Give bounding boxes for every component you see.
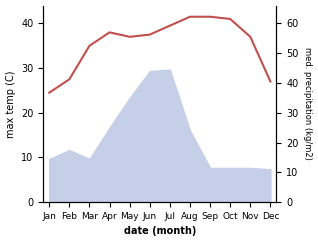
Y-axis label: med. precipitation (kg/m2): med. precipitation (kg/m2) bbox=[303, 47, 313, 160]
X-axis label: date (month): date (month) bbox=[124, 227, 196, 236]
Y-axis label: max temp (C): max temp (C) bbox=[5, 70, 16, 138]
